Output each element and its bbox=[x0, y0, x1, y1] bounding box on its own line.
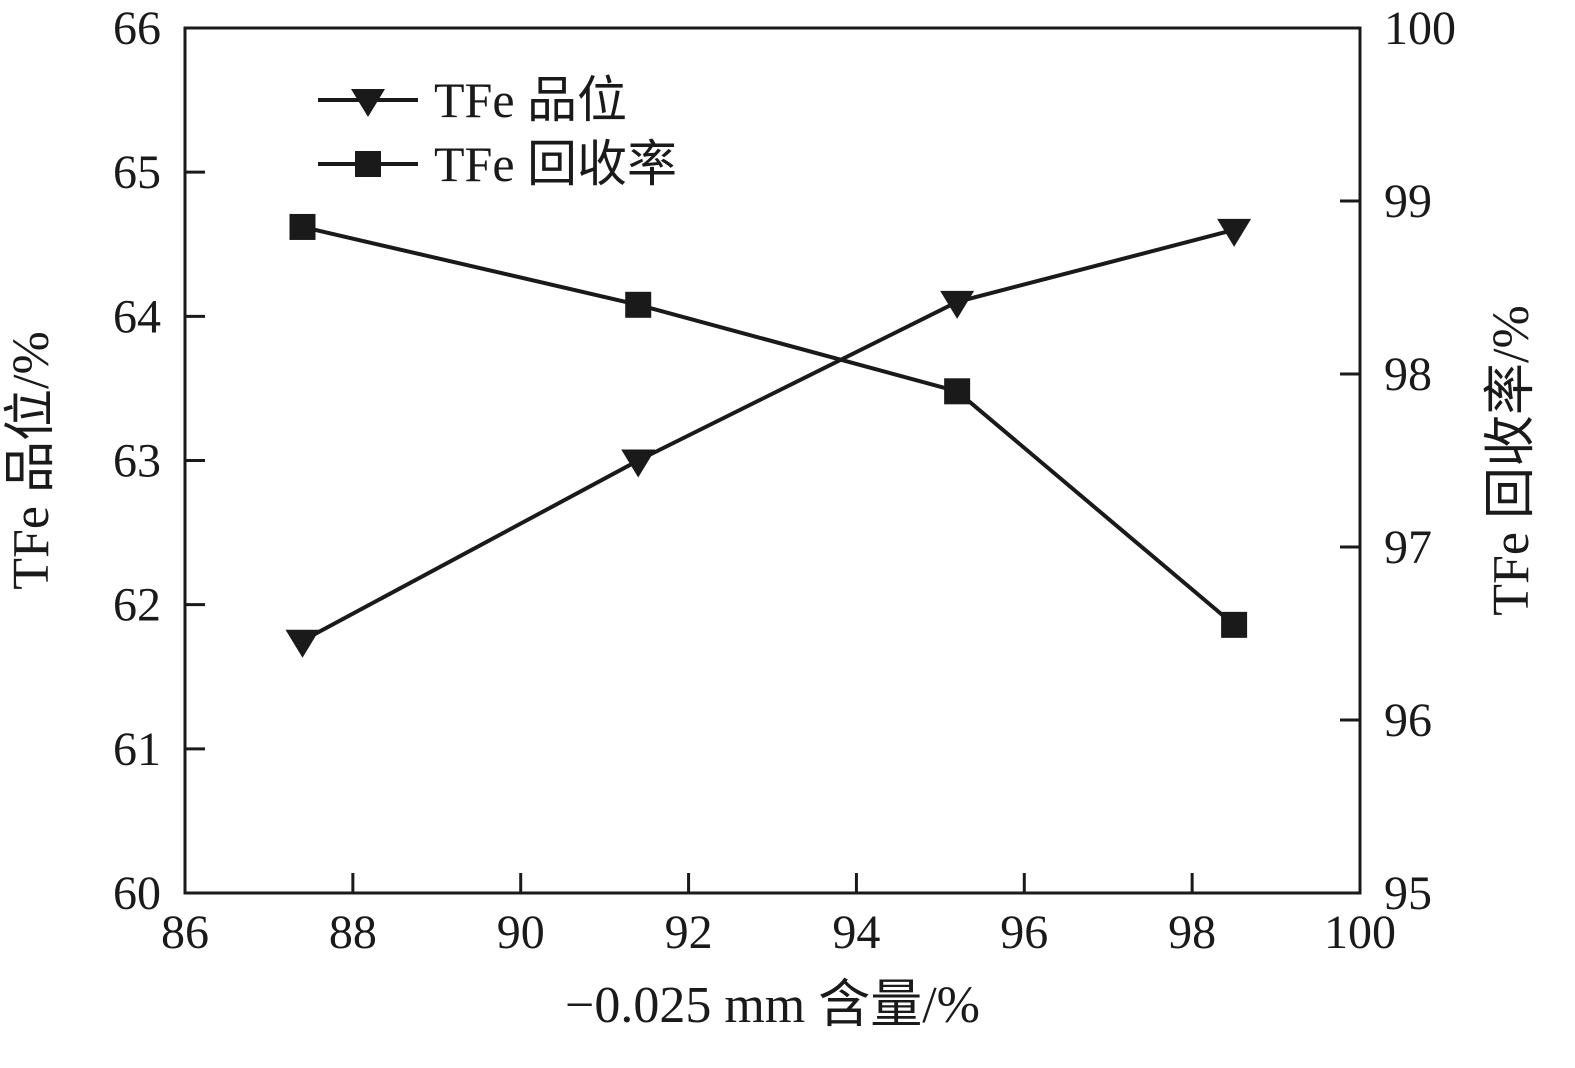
y-left-axis-title: TFe 品位/% bbox=[3, 331, 60, 590]
x-tick-label: 90 bbox=[497, 906, 545, 959]
x-tick-label: 86 bbox=[161, 906, 209, 959]
legend-item-0-label: TFe 品位 bbox=[434, 72, 627, 128]
series-0-line bbox=[301, 227, 1235, 643]
legend-item-1-square-icon bbox=[355, 151, 381, 177]
y-left-tick-label: 60 bbox=[113, 867, 161, 920]
y-left-tick-label: 64 bbox=[113, 290, 161, 343]
y-right-tick-label: 96 bbox=[1384, 694, 1432, 747]
y-right-tick-label: 95 bbox=[1384, 867, 1432, 920]
x-tick-label: 88 bbox=[329, 906, 377, 959]
x-tick-label: 96 bbox=[1000, 906, 1048, 959]
series-0-marker-triangle-down-icon bbox=[285, 629, 320, 658]
y-left-tick-label: 61 bbox=[113, 723, 161, 776]
y-right-tick-label: 97 bbox=[1384, 521, 1432, 574]
y-right-tick-label: 98 bbox=[1384, 348, 1432, 401]
legend-item-0-triangle-down-icon bbox=[351, 89, 385, 117]
y-left-tick-label: 63 bbox=[113, 435, 161, 488]
x-tick-label: 100 bbox=[1324, 906, 1396, 959]
y-right-tick-label: 100 bbox=[1384, 2, 1456, 55]
series-1-marker-square-icon bbox=[625, 291, 652, 318]
y-left-tick-label: 65 bbox=[113, 146, 161, 199]
x-tick-label: 92 bbox=[665, 906, 713, 959]
y-right-axis-title: TFe 回收率/% bbox=[1483, 305, 1540, 616]
series-0-marker-triangle-down-icon bbox=[940, 290, 975, 319]
series-0-marker-triangle-down-icon bbox=[1217, 218, 1252, 247]
series-1-marker-square-icon bbox=[944, 378, 971, 405]
x-tick-label: 98 bbox=[1168, 906, 1216, 959]
legend-item-1-label: TFe 回收率 bbox=[434, 136, 677, 192]
y-left-tick-label: 62 bbox=[113, 579, 161, 632]
y-right-tick-label: 99 bbox=[1384, 175, 1432, 228]
series-1-marker-square-icon bbox=[289, 213, 316, 240]
series-1-line bbox=[302, 225, 1236, 627]
x-axis-title: −0.025 mm 含量/% bbox=[565, 977, 980, 1034]
series-0-marker-triangle-down-icon bbox=[621, 449, 656, 478]
y-left-tick-label: 66 bbox=[113, 2, 161, 55]
series-1-marker-square-icon bbox=[1221, 611, 1248, 638]
x-tick-label: 94 bbox=[832, 906, 880, 959]
